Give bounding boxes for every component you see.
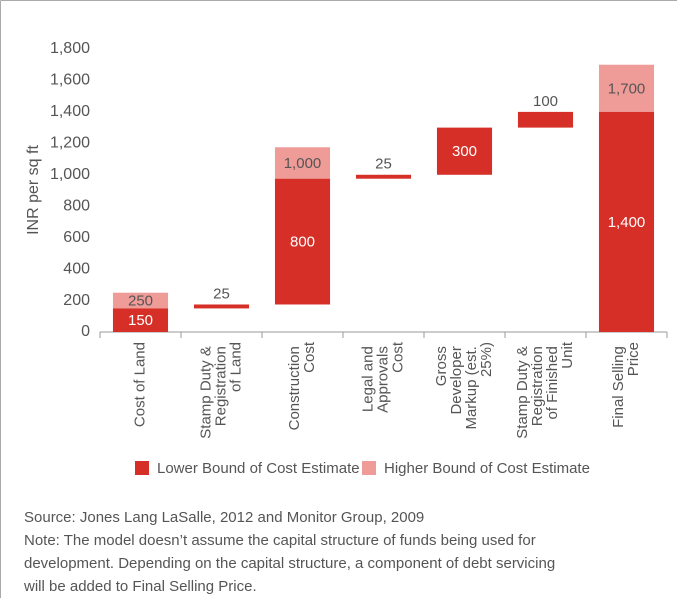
bar-lower: [112, 308, 169, 332]
value-label: 150: [128, 312, 153, 329]
bar-lower: [355, 174, 412, 179]
value-label: 250: [128, 293, 153, 310]
value-label: 1,700: [608, 80, 646, 97]
source: Source: Jones Lang LaSalle, 2012 and Mon…: [24, 509, 424, 526]
y-tick-label: 1,200: [50, 135, 90, 152]
y-tick-label: 200: [63, 292, 90, 309]
y-tick-label: 1,400: [50, 103, 90, 120]
note-line: will be added to Final Selling Price.: [23, 578, 257, 595]
note-line: Note: The model doesn’t assume the capit…: [24, 532, 536, 549]
y-tick-label: 400: [63, 260, 90, 277]
x-tick-label: Stamp Duty & Registration of Land: [197, 342, 244, 439]
value-label: 25: [213, 285, 230, 302]
value-label: 300: [452, 143, 477, 160]
bar-higher: [112, 292, 169, 309]
bar-higher: [598, 64, 655, 112]
y-tick-label: 1,600: [50, 72, 90, 89]
value-label: 1,000: [284, 155, 322, 172]
bar-lower: [436, 127, 493, 175]
x-tick-label: Legal and Approvals Cost: [359, 341, 406, 413]
y-axis-label: INR per sq ft: [25, 145, 42, 235]
y-tick-label: 800: [63, 197, 90, 214]
bar-lower: [193, 304, 250, 309]
x-tick-label: Stamp Duty & Registration of Finished Un…: [514, 341, 576, 439]
y-tick-label: 1,800: [50, 40, 90, 57]
x-tick-label: Construction Cost: [286, 341, 318, 430]
y-tick-label: 600: [63, 229, 90, 246]
value-label: 25: [375, 156, 392, 173]
legend-label: Higher Bound of Cost Estimate: [384, 460, 590, 477]
legend-swatch: [362, 461, 376, 475]
value-label: 100: [533, 93, 558, 110]
x-tick-label: Gross Developer Markup (est. 25%): [433, 342, 495, 430]
note-line: development. Depending on the capital st…: [24, 555, 555, 572]
legend-label: Lower Bound of Cost Estimate: [157, 460, 360, 477]
bar-lower: [517, 111, 574, 128]
legend-swatch: [135, 461, 149, 475]
y-tick-label: 0: [81, 323, 90, 340]
value-label: 800: [290, 234, 315, 251]
x-tick-label: Cost of Land: [131, 342, 148, 427]
bar-higher: [274, 147, 331, 179]
value-label: 1,400: [608, 214, 646, 231]
y-tick-label: 1,000: [50, 166, 90, 183]
bar-lower: [598, 111, 655, 332]
x-tick-label: Final Selling Price: [610, 342, 642, 428]
bar-lower: [274, 178, 331, 305]
